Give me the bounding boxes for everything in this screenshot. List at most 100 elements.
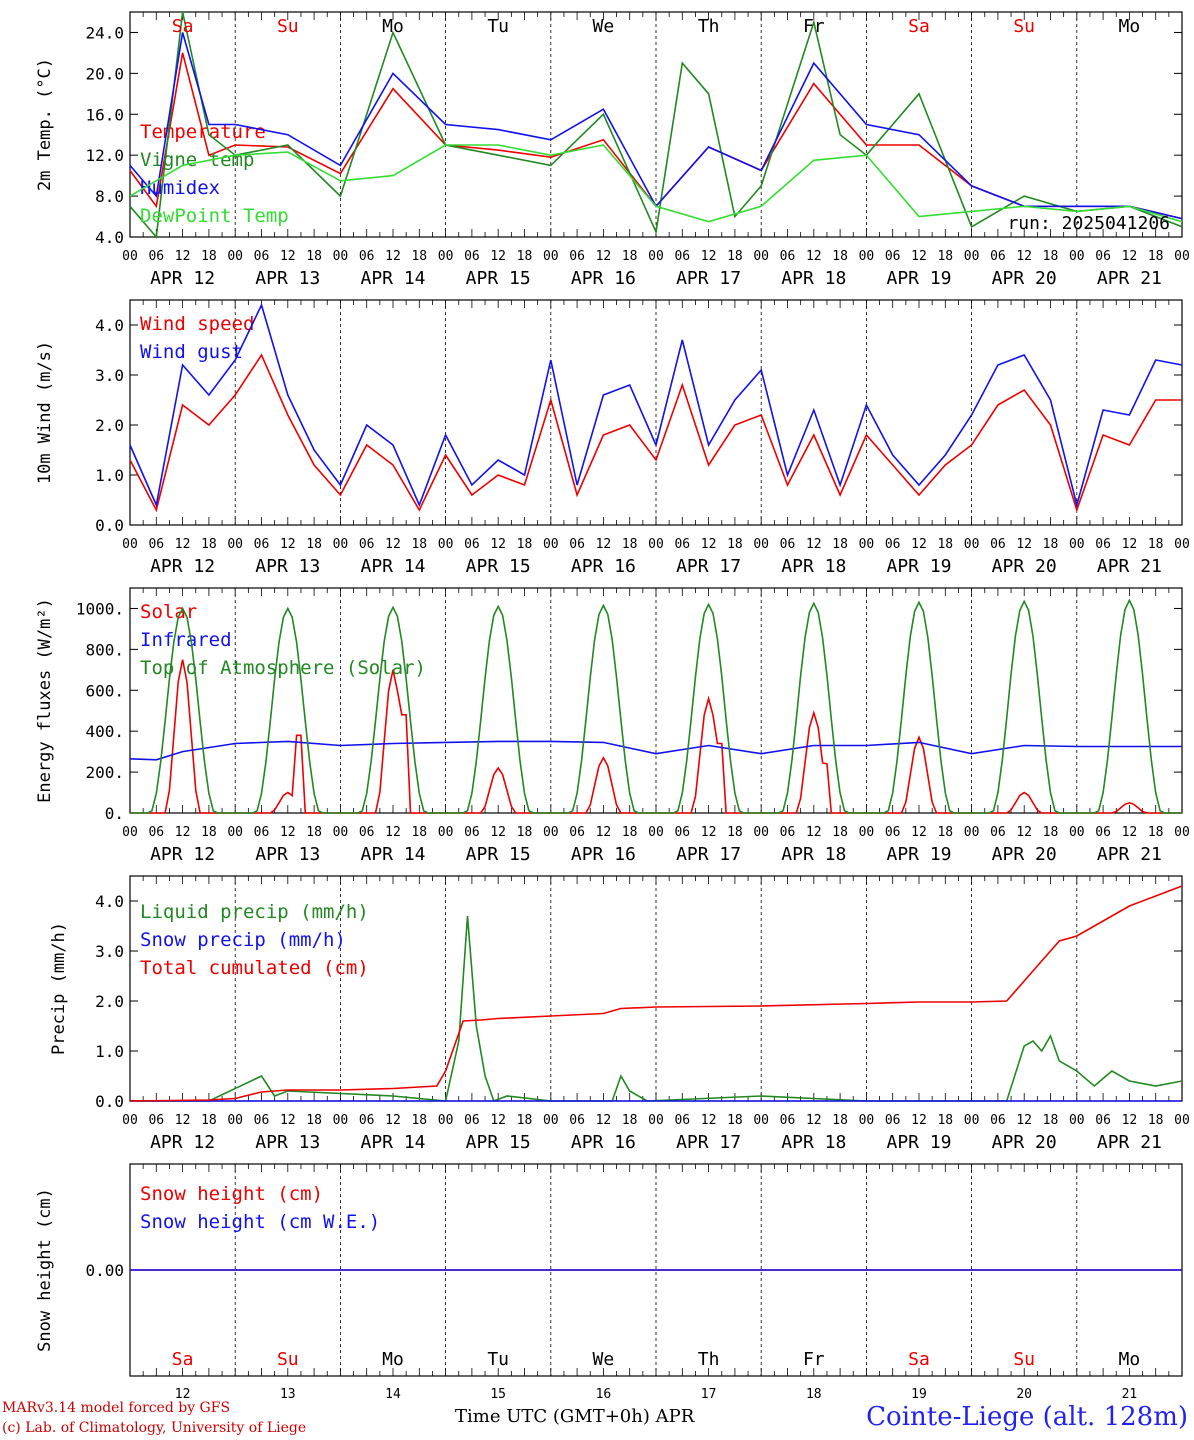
weekday-label: Su xyxy=(1013,16,1035,37)
hour-tick-label: 18 xyxy=(1148,825,1164,840)
hour-tick-label: 06 xyxy=(990,825,1006,840)
hour-tick-label: 18 xyxy=(832,249,848,264)
footer-copyright-line: (c) Lab. of Climatology, University of L… xyxy=(2,1420,307,1436)
hour-tick-label: 06 xyxy=(1095,249,1111,264)
hour-tick-label: 12 xyxy=(280,1113,296,1128)
day-number-label: 14 xyxy=(385,1387,401,1402)
y-tick-label: 20.0 xyxy=(85,64,124,83)
date-label: APR 21 xyxy=(1097,556,1162,577)
hour-tick-label: 18 xyxy=(1148,537,1164,552)
panel-3-frame xyxy=(129,587,1183,814)
hour-tick-label: 00 xyxy=(543,249,559,264)
y-tick-label: 2.0 xyxy=(95,992,124,1011)
date-label: APR 15 xyxy=(466,1132,531,1153)
date-label: APR 16 xyxy=(571,1132,636,1153)
hour-tick-label: 06 xyxy=(569,537,585,552)
hour-tick-label: 06 xyxy=(674,825,690,840)
hour-tick-label: 00 xyxy=(543,537,559,552)
hour-tick-label: 12 xyxy=(385,825,401,840)
weekday-label: Fr xyxy=(803,1349,825,1370)
hour-tick-label: 00 xyxy=(122,825,138,840)
hour-tick-label: 18 xyxy=(411,537,427,552)
hour-tick-label: 18 xyxy=(306,249,322,264)
hour-tick-label: 12 xyxy=(1016,537,1032,552)
hour-tick-label: 06 xyxy=(1095,825,1111,840)
panel-1-frame xyxy=(129,11,1183,238)
hour-tick-label: 18 xyxy=(201,249,217,264)
hour-tick-label: 18 xyxy=(411,1113,427,1128)
y-tick-label: 1000. xyxy=(76,599,124,618)
y-tick-label: 400. xyxy=(85,722,124,741)
weekday-label: Mo xyxy=(382,1349,404,1370)
y-tick-label: 1.0 xyxy=(95,466,124,485)
hour-tick-label: 00 xyxy=(543,825,559,840)
series-vigne-temp xyxy=(129,11,1183,239)
legend-series-temperature: Temperature xyxy=(140,121,266,143)
station-label: Cointe-Liege (alt. 128m) xyxy=(866,1402,1188,1432)
hour-tick-label: 18 xyxy=(1043,825,1059,840)
time-axis-title: Time UTC (GMT+0h) APR xyxy=(455,1406,694,1427)
hour-tick-label: 18 xyxy=(937,1113,953,1128)
hour-tick-label: 06 xyxy=(780,249,796,264)
day-number-label: 18 xyxy=(806,1387,822,1402)
date-label: APR 13 xyxy=(255,844,320,865)
legend-series-snow-height-cm: Snow height (cm) xyxy=(140,1183,323,1205)
hour-tick-label: 18 xyxy=(622,1113,638,1128)
legend-series-snow-precip-mm-h: Snow precip (mm/h) xyxy=(140,929,346,951)
hour-tick-label: 12 xyxy=(596,249,612,264)
date-label: APR 14 xyxy=(360,268,425,289)
hour-tick-label: 06 xyxy=(569,249,585,264)
hour-tick-label: 18 xyxy=(411,249,427,264)
hour-tick-label: 12 xyxy=(1122,537,1138,552)
hour-tick-label: 18 xyxy=(622,825,638,840)
hour-tick-label: 18 xyxy=(517,1113,533,1128)
date-label: APR 19 xyxy=(886,556,951,577)
hour-tick-label: 00 xyxy=(964,825,980,840)
date-label: APR 15 xyxy=(466,556,531,577)
hour-tick-label: 12 xyxy=(701,249,717,264)
day-number-label: 17 xyxy=(701,1387,717,1402)
y-tick-label: 0.00 xyxy=(85,1261,124,1280)
weekday-label: Fr xyxy=(803,16,825,37)
hour-tick-label: 18 xyxy=(1148,249,1164,264)
y-tick-label: 1.0 xyxy=(95,1042,124,1061)
hour-tick-label: 06 xyxy=(148,249,164,264)
hour-tick-label: 06 xyxy=(359,249,375,264)
date-label: APR 14 xyxy=(360,1132,425,1153)
y-tick-label: 8.0 xyxy=(95,187,124,206)
series-dewpoint-temp xyxy=(129,144,1183,223)
day-number-label: 20 xyxy=(1016,1387,1032,1402)
hour-tick-label: 00 xyxy=(859,249,875,264)
hour-tick-label: 06 xyxy=(674,537,690,552)
hour-tick-label: 00 xyxy=(438,249,454,264)
series-wind-speed xyxy=(129,353,1182,513)
hour-tick-label: 00 xyxy=(648,825,664,840)
hour-tick-label: 12 xyxy=(1016,1113,1032,1128)
hour-tick-label: 06 xyxy=(1095,1113,1111,1128)
hour-tick-label: 12 xyxy=(1016,825,1032,840)
hour-tick-label: 00 xyxy=(648,537,664,552)
hour-tick-label: 06 xyxy=(885,537,901,552)
month-label: APR xyxy=(655,1406,695,1427)
hour-tick-label: 12 xyxy=(806,537,822,552)
hour-tick-label: 12 xyxy=(701,825,717,840)
hour-tick-label: 12 xyxy=(701,1113,717,1128)
weekday-label: We xyxy=(593,16,615,37)
date-label: APR 20 xyxy=(992,844,1057,865)
legend-series-dewpoint-temp: DewPoint Temp xyxy=(140,205,289,227)
hour-tick-label: 18 xyxy=(1043,537,1059,552)
date-label: APR 12 xyxy=(150,268,215,289)
hour-tick-label: 06 xyxy=(569,1113,585,1128)
hour-tick-label: 12 xyxy=(490,1113,506,1128)
legend-series-humidex: Humidex xyxy=(140,177,220,199)
series-wind-gust xyxy=(129,302,1183,509)
legend-series-solar: Solar xyxy=(140,601,197,623)
run-annotation: run: 2025041206 xyxy=(1007,213,1170,234)
hour-tick-label: 18 xyxy=(517,537,533,552)
date-label: APR 21 xyxy=(1097,268,1162,289)
series-humidex xyxy=(129,32,1183,220)
hour-tick-label: 12 xyxy=(280,249,296,264)
y-tick-label: 2.0 xyxy=(95,416,124,435)
hour-tick-label: 06 xyxy=(780,825,796,840)
